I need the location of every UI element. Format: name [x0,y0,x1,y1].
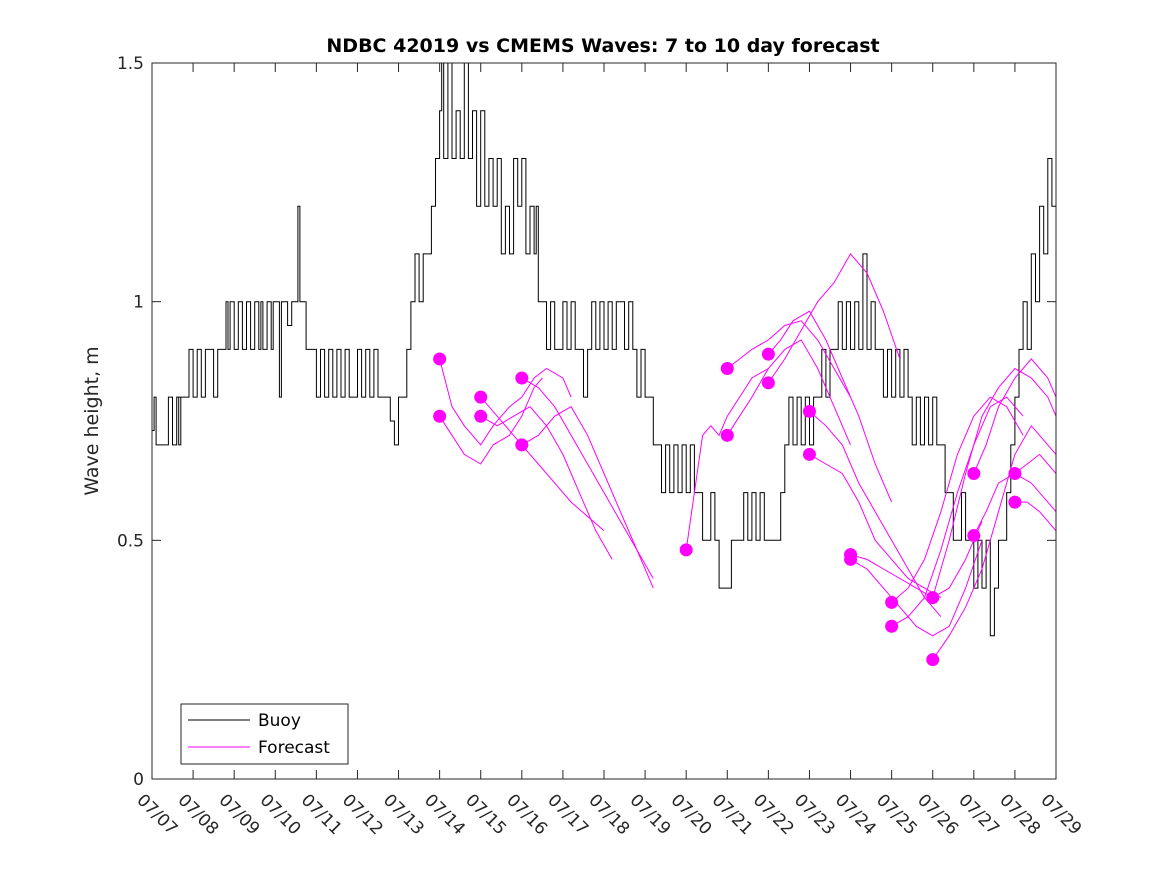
forecast-line-14 [850,540,983,637]
y-tick-label: 0 [133,770,144,790]
buoy-series-line [152,63,1056,637]
x-tick-label: 07/24 [831,790,880,839]
forecast-line-17 [932,367,1056,598]
forecast-line-11 [809,411,942,618]
x-tick-label: 07/19 [626,790,675,839]
x-tick-label: 07/11 [297,790,346,839]
forecast-line-15 [891,396,1024,603]
forecast-line-10 [767,253,901,384]
forecast-start-point-16 [885,619,899,633]
legend: Buoy Forecast [180,703,349,765]
forecast-start-point-10 [761,376,775,390]
x-tick-label: 07/08 [174,790,223,839]
x-tick-label: 07/16 [502,790,551,839]
forecast-start-point-5 [515,438,529,452]
forecast-start-point-0 [433,352,447,366]
forecast-start-point-9 [761,347,775,361]
forecast-line-12 [809,453,942,599]
x-tick-label: 07/14 [420,790,469,839]
forecast-start-point-14 [844,552,858,566]
forecast-start-point-15 [885,595,899,609]
y-tick-label: 0.5 [117,531,144,551]
x-tick-label: 07/17 [543,790,592,839]
forecast-start-point-12 [802,447,816,461]
x-tick-label: 07/10 [256,790,305,839]
x-tick-label: 07/15 [461,790,510,839]
x-tick-label: 07/09 [215,790,264,839]
x-tick-label: 07/25 [872,790,921,839]
forecast-start-point-1 [433,409,447,423]
x-tick-label: 07/18 [584,790,633,839]
x-tick-label: 07/29 [1036,790,1085,839]
forecast-start-point-6 [679,543,693,557]
forecast-line-5 [521,406,654,589]
forecast-start-point-19 [967,467,981,481]
forecast-line-16 [891,396,1024,627]
forecast-start-point-4 [515,371,529,385]
x-tick-label: 07/07 [132,790,181,839]
forecast-line-7 [726,320,851,398]
y-tick-label: 1.5 [117,54,144,74]
legend-buoy-label: Buoy [258,711,301,731]
x-tick-label: 07/28 [995,790,1044,839]
forecast-line-6 [685,368,769,550]
forecast-start-point-22 [1008,495,1022,509]
forecast-start-point-2 [474,390,488,404]
forecast-start-point-11 [802,404,816,418]
forecast-start-point-18 [926,653,940,667]
forecast-line-13 [850,521,983,599]
forecast-line-22 [1014,501,1056,532]
forecast-line-3 [480,406,613,560]
forecast-line-1 [439,377,543,465]
forecast-line-8 [726,339,851,446]
x-tick-label: 07/27 [954,790,1003,839]
y-axis-label: Wave height, m [81,346,103,495]
forecast-line-4 [521,377,654,579]
chart-title: NDBC 42019 vs CMEMS Waves: 7 to 10 day f… [326,35,879,57]
x-tick-label: 07/12 [338,790,387,839]
forecast-line-19 [973,358,1056,474]
forecast-line-18 [932,424,1056,660]
forecast-start-point-17 [926,591,940,605]
plot-area [152,63,1056,667]
x-tick-label: 07/21 [708,790,757,839]
x-tick-label: 07/13 [379,790,428,839]
x-tick-label: 07/20 [667,790,716,839]
forecast-line-9 [768,310,893,503]
x-tick-label: 07/22 [749,790,798,839]
x-tick-label: 07/23 [790,790,839,839]
forecast-start-point-8 [720,428,734,442]
forecast-start-point-3 [474,409,488,423]
y-tick-label: 1 [133,293,144,313]
forecast-line-0 [439,358,572,446]
forecast-line-2 [480,396,605,532]
x-tick-label: 07/26 [913,790,962,839]
legend-forecast-label: Forecast [258,738,330,758]
legend-box [180,703,349,765]
forecast-start-point-20 [967,529,981,543]
forecast-line-21 [1014,453,1056,474]
forecast-start-point-7 [720,361,734,375]
forecast-start-point-21 [1008,467,1022,481]
